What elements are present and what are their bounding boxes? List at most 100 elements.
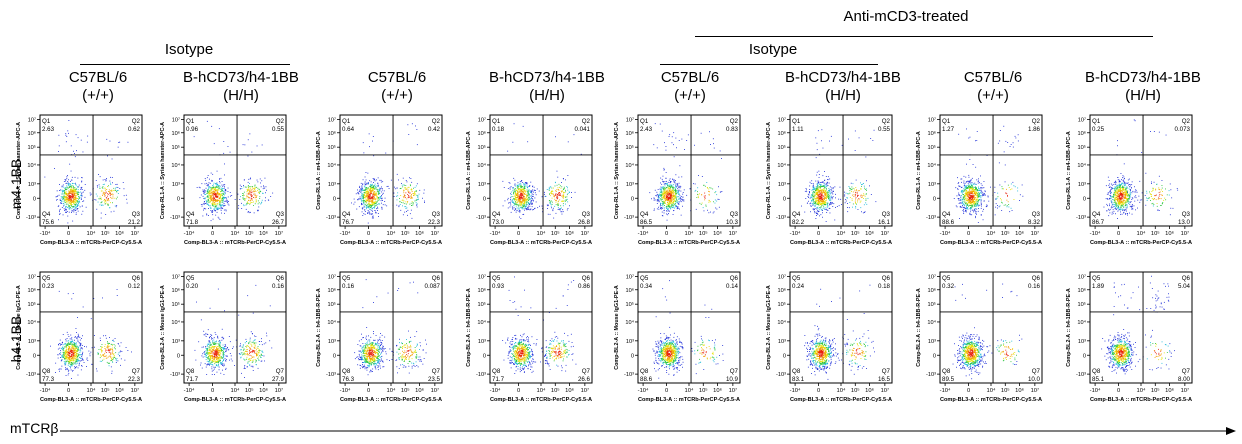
- event-dot: [828, 194, 829, 196]
- event-dot: [210, 196, 212, 197]
- event-dot: [217, 192, 219, 194]
- event-dot: [111, 177, 113, 178]
- event-dot: [966, 192, 968, 194]
- event-dot: [662, 193, 663, 195]
- event-dot: [246, 196, 248, 198]
- isotype-rule-right: [660, 64, 878, 65]
- event-dot: [867, 197, 869, 199]
- event-dot: [558, 194, 560, 196]
- event-dot: [824, 208, 825, 210]
- event-dot: [657, 194, 659, 196]
- event-dot: [370, 184, 372, 186]
- event-dot: [239, 188, 241, 190]
- event-dot: [416, 194, 418, 196]
- event-dot: [526, 194, 528, 196]
- event-dot: [114, 197, 116, 199]
- event-dot: [355, 193, 357, 195]
- event-dot: [525, 207, 526, 209]
- event-dot: [59, 184, 60, 185]
- event-dot: [61, 193, 63, 195]
- event-dot: [704, 195, 706, 197]
- event-dot: [76, 199, 77, 201]
- event-dot: [970, 184, 972, 186]
- event-dot: [54, 168, 55, 169]
- y-tick-label: 10⁷: [28, 116, 36, 123]
- event-dot: [58, 219, 59, 221]
- event-dot: [975, 203, 977, 204]
- event-dot: [81, 195, 83, 197]
- event-dot: [817, 182, 819, 184]
- event-dot: [826, 196, 828, 198]
- event-dot: [376, 185, 378, 187]
- event-dot: [667, 195, 669, 197]
- event-dot: [413, 194, 414, 196]
- event-dot: [666, 183, 668, 184]
- event-dot: [68, 195, 70, 197]
- event-dot: [371, 191, 373, 193]
- event-dot: [526, 200, 528, 202]
- event-dot: [84, 184, 86, 185]
- event-dot: [515, 197, 517, 198]
- event-dot: [75, 184, 77, 186]
- event-dot: [812, 186, 814, 188]
- event-dot: [854, 130, 856, 132]
- event-dot: [521, 206, 523, 208]
- event-dot: [827, 197, 829, 198]
- quadrant-value-q1: 1.11: [792, 126, 804, 133]
- x-axis-label: Comp-BL3-A :: mTCRb-PerCP-Cy5.5-A: [638, 240, 740, 246]
- event-dot: [664, 195, 666, 197]
- event-dot: [205, 199, 207, 201]
- event-dot: [567, 193, 569, 194]
- event-dot: [976, 192, 978, 194]
- event-dot: [967, 198, 969, 200]
- event-dot: [557, 176, 559, 178]
- event-dot: [372, 204, 373, 206]
- event-dot: [681, 138, 683, 140]
- event-dot: [662, 203, 664, 205]
- event-dot: [677, 207, 679, 208]
- event-dot: [953, 198, 955, 199]
- event-dot: [822, 190, 824, 191]
- event-dot: [210, 172, 212, 174]
- event-dot: [378, 203, 380, 205]
- event-dot: [369, 197, 370, 199]
- event-dot: [216, 204, 218, 206]
- event-dot: [665, 146, 667, 147]
- event-dot: [820, 187, 821, 189]
- event-dot: [512, 202, 514, 203]
- event-dot: [815, 198, 817, 200]
- event-dot: [396, 195, 397, 197]
- event-dot: [964, 195, 966, 197]
- event-dot: [671, 185, 672, 187]
- event-dot: [674, 195, 675, 196]
- y-tick-label: 10⁴: [625, 162, 634, 169]
- event-dot: [686, 140, 688, 141]
- event-dot: [974, 193, 976, 194]
- event-dot: [219, 187, 220, 189]
- event-dot: [862, 195, 864, 196]
- event-dot: [816, 192, 818, 194]
- quadrant-value-q2: 0.55: [878, 126, 891, 133]
- event-dot: [535, 194, 537, 196]
- event-dot: [663, 191, 665, 192]
- event-dot: [519, 203, 521, 205]
- event-dot: [533, 186, 535, 188]
- event-dot: [665, 191, 667, 193]
- event-dot: [249, 203, 251, 205]
- event-dot: [248, 188, 250, 190]
- event-dot: [518, 196, 520, 198]
- event-dot: [532, 203, 533, 205]
- event-dot: [822, 191, 824, 193]
- event-dot: [217, 187, 219, 189]
- event-dot: [262, 192, 264, 194]
- event-dot: [64, 190, 65, 192]
- event-dot: [518, 198, 520, 200]
- event-dot: [373, 204, 375, 206]
- event-dot: [983, 200, 985, 202]
- event-dot: [673, 180, 675, 182]
- event-dot: [555, 190, 557, 192]
- event-dot: [76, 201, 78, 203]
- event-dot: [66, 195, 68, 197]
- event-dot: [78, 197, 80, 199]
